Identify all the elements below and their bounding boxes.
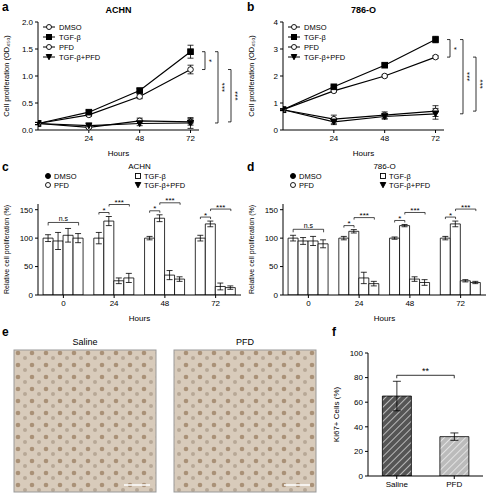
svg-text:3: 3	[274, 45, 279, 54]
svg-text:4: 4	[274, 18, 279, 27]
svg-text:TGF-β+PFD: TGF-β+PFD	[389, 181, 431, 190]
svg-text:Relative cell proliferation (%: Relative cell proliferation (%)	[248, 205, 256, 294]
svg-text:48: 48	[405, 299, 414, 308]
svg-text:0: 0	[61, 299, 66, 308]
svg-text:1.5: 1.5	[22, 45, 34, 54]
svg-text:***: ***	[115, 198, 124, 207]
svg-text:PFD: PFD	[446, 480, 462, 489]
svg-text:TGF-β: TGF-β	[144, 172, 166, 181]
svg-text:***: ***	[410, 206, 419, 215]
svg-text:**: **	[422, 366, 430, 376]
svg-text:a: a	[8, 0, 9, 14]
svg-text:150: 150	[265, 206, 279, 215]
svg-text:100: 100	[265, 234, 279, 243]
svg-text:PFD: PFD	[304, 43, 320, 52]
svg-text:0: 0	[306, 299, 311, 308]
svg-text:TGF-β+PFD: TGF-β+PFD	[304, 53, 346, 62]
svg-text:1: 1	[274, 99, 279, 108]
svg-text:n.s: n.s	[59, 215, 69, 222]
svg-text:0: 0	[274, 126, 279, 135]
svg-text:80: 80	[354, 373, 363, 382]
svg-text:0.0: 0.0	[22, 126, 34, 135]
svg-text:PFD: PFD	[54, 181, 70, 190]
svg-text:0: 0	[29, 291, 34, 300]
svg-text:*: *	[207, 59, 216, 62]
svg-text:f: f	[332, 325, 337, 339]
svg-text:0: 0	[274, 291, 279, 300]
svg-text:20: 20	[354, 447, 363, 456]
svg-text:TGF-β: TGF-β	[389, 172, 411, 181]
svg-text:*: *	[398, 214, 401, 223]
svg-text:*: *	[204, 211, 207, 220]
svg-text:b: b	[247, 0, 254, 14]
svg-text:DMSO: DMSO	[299, 172, 322, 181]
svg-text:***: ***	[220, 83, 229, 92]
svg-text:*: *	[449, 211, 452, 220]
svg-text:24: 24	[355, 299, 364, 308]
svg-text:*: *	[452, 47, 461, 50]
svg-text:60: 60	[354, 398, 363, 407]
svg-text:***: ***	[165, 196, 174, 205]
svg-text:Cell proliferation (OD₄₅₀): Cell proliferation (OD₄₅₀)	[8, 35, 11, 117]
svg-text:*: *	[102, 206, 105, 215]
svg-text:0.5: 0.5	[22, 99, 34, 108]
svg-text:TGF-β: TGF-β	[59, 33, 81, 42]
svg-text:***: ***	[465, 72, 474, 81]
svg-text:***: ***	[478, 79, 483, 88]
svg-text:0: 0	[359, 472, 364, 481]
svg-text:Relative cell proliferation (%: Relative cell proliferation (%)	[8, 205, 11, 294]
svg-text:150: 150	[20, 206, 34, 215]
svg-text:*: *	[347, 219, 350, 228]
svg-text:***: ***	[461, 203, 470, 212]
svg-text:Ki67+ Cells (%): Ki67+ Cells (%)	[332, 386, 341, 442]
svg-text:1.0: 1.0	[22, 72, 34, 81]
svg-text:c: c	[8, 160, 9, 174]
svg-text:e: e	[8, 325, 9, 339]
svg-text:786-O: 786-O	[351, 5, 376, 15]
svg-text:72: 72	[431, 134, 440, 143]
svg-text:Hours: Hours	[374, 314, 395, 323]
svg-text:72: 72	[186, 134, 195, 143]
svg-text:Hours: Hours	[129, 314, 150, 323]
svg-text:n.s: n.s	[304, 222, 314, 229]
svg-text:100: 100	[20, 234, 34, 243]
svg-text:DMSO: DMSO	[59, 23, 82, 32]
svg-text:ACHN: ACHN	[106, 5, 132, 15]
svg-text:48: 48	[160, 299, 169, 308]
svg-text:***: ***	[360, 211, 369, 220]
svg-text:Saline: Saline	[386, 480, 409, 489]
svg-text:Cell proliferation (OD₄₅₀): Cell proliferation (OD₄₅₀)	[247, 35, 256, 117]
svg-text:Saline: Saline	[72, 337, 97, 347]
svg-text:786-O: 786-O	[373, 162, 395, 171]
svg-text:*: *	[153, 204, 156, 213]
svg-text:72: 72	[211, 299, 220, 308]
svg-text:24: 24	[329, 134, 338, 143]
svg-text:24: 24	[84, 134, 93, 143]
svg-text:PFD: PFD	[236, 337, 255, 347]
svg-text:40: 40	[354, 423, 363, 432]
svg-text:50: 50	[269, 262, 278, 271]
svg-text:Hours: Hours	[353, 149, 374, 158]
svg-text:PFD: PFD	[299, 181, 315, 190]
svg-text:TGF-β+PFD: TGF-β+PFD	[59, 53, 101, 62]
svg-text:DMSO: DMSO	[304, 23, 327, 32]
svg-text:d: d	[247, 160, 254, 174]
svg-text:TGF-β+PFD: TGF-β+PFD	[144, 181, 186, 190]
svg-text:PFD: PFD	[59, 43, 75, 52]
svg-text:DMSO: DMSO	[54, 172, 77, 181]
svg-text:48: 48	[380, 134, 389, 143]
svg-text:50: 50	[24, 262, 33, 271]
svg-text:Hours: Hours	[108, 149, 129, 158]
svg-text:TGF-β: TGF-β	[304, 33, 326, 42]
svg-text:***: ***	[216, 203, 225, 212]
svg-text:2: 2	[274, 72, 279, 81]
svg-text:***: ***	[233, 91, 242, 100]
svg-text:24: 24	[110, 299, 119, 308]
svg-text:100: 100	[350, 349, 364, 358]
svg-text:72: 72	[456, 299, 465, 308]
svg-text:ACHN: ACHN	[128, 162, 151, 171]
svg-text:48: 48	[135, 134, 144, 143]
svg-text:2.0: 2.0	[22, 18, 34, 27]
